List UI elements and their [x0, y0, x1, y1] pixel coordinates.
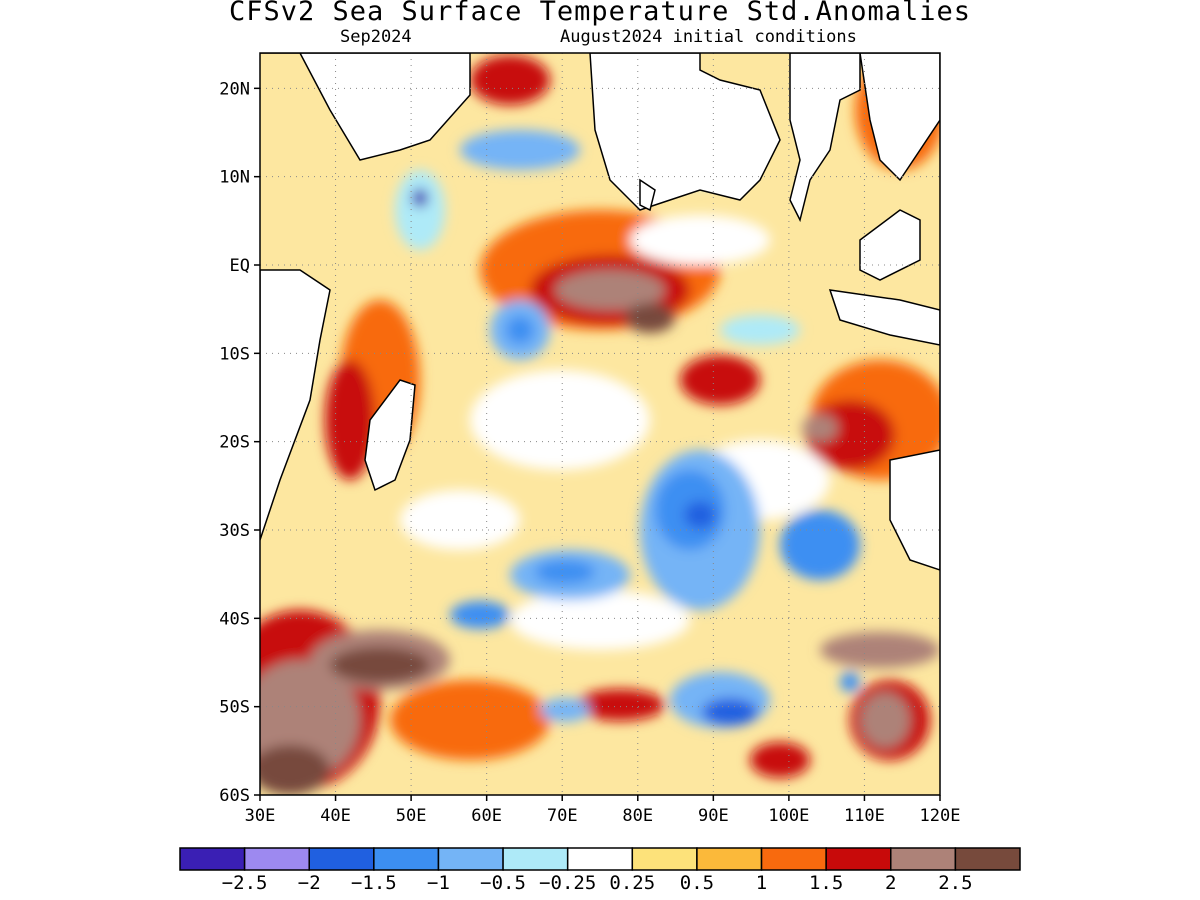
- y-axis: 20N 10N EQ 10S 20S 30S 40S 50S 60S: [219, 79, 260, 806]
- forecast-month: Sep2024: [340, 27, 412, 47]
- x-tick-label: 100E: [768, 806, 809, 826]
- colorbar-swatch: [760, 847, 827, 871]
- y-tick-label: 60S: [219, 786, 250, 806]
- colorbar-swatch: [243, 847, 310, 871]
- y-tick-label: 20S: [219, 433, 250, 453]
- y-tick-label: 10N: [219, 168, 250, 188]
- chart-title: CFSv2 Sea Surface Temperature Std.Anomal…: [229, 0, 971, 27]
- x-tick-label: 120E: [920, 806, 961, 826]
- colorbar-swatch: [954, 847, 1021, 871]
- x-tick-label: 60E: [471, 806, 502, 826]
- y-tick-label: 30S: [219, 521, 250, 541]
- colorbar-swatch: [179, 847, 246, 871]
- x-tick-label: 70E: [547, 806, 578, 826]
- colorbar-swatch: [373, 847, 440, 871]
- colorbar-swatch: [308, 847, 375, 871]
- y-tick-label: 20N: [219, 79, 250, 99]
- colorbar-swatch: [890, 847, 957, 871]
- x-axis: 30E 40E 50E 60E 70E 80E 90E 100E 110E 120E: [245, 795, 961, 826]
- x-tick-label: 40E: [320, 806, 351, 826]
- colorbar-swatch: [502, 847, 569, 871]
- colorbar: [179, 847, 1021, 871]
- y-tick-label: 40S: [219, 609, 250, 629]
- colorbar-label: 1: [755, 872, 768, 894]
- colorbar-label: 2: [885, 872, 897, 894]
- x-tick-label: 110E: [844, 806, 885, 826]
- colorbar-swatch: [825, 847, 892, 871]
- map-frame: [259, 52, 941, 796]
- colorbar-label: 0.5: [679, 872, 715, 894]
- colorbar-swatch: [631, 847, 698, 871]
- x-tick-label: 90E: [698, 806, 729, 826]
- colorbar-label: −0.25: [539, 872, 597, 894]
- y-tick-label: 10S: [219, 344, 250, 364]
- colorbar-label: 2.5: [938, 872, 973, 894]
- y-tick-label: 50S: [219, 698, 250, 718]
- initial-conditions-label: August2024 initial conditions: [560, 27, 857, 47]
- x-tick-label: 50E: [396, 806, 427, 826]
- x-tick-label: 80E: [622, 806, 653, 826]
- colorbar-label: −2: [297, 872, 321, 894]
- colorbar-label: −1: [427, 872, 450, 894]
- colorbar-label: −0.5: [480, 872, 526, 894]
- colorbar-label: −1.5: [350, 872, 397, 894]
- colorbar-label: 0.25: [609, 872, 656, 894]
- colorbar-label: 1.5: [808, 872, 844, 894]
- grid-lines: [260, 53, 940, 795]
- coastlines: [260, 53, 940, 571]
- colorbar-label: −2.5: [221, 872, 268, 894]
- y-tick-label: EQ: [230, 256, 250, 276]
- colorbar-swatch: [696, 847, 763, 871]
- colorbar-swatch: [437, 847, 504, 871]
- x-tick-label: 30E: [245, 806, 276, 826]
- colorbar-swatch: [566, 847, 634, 871]
